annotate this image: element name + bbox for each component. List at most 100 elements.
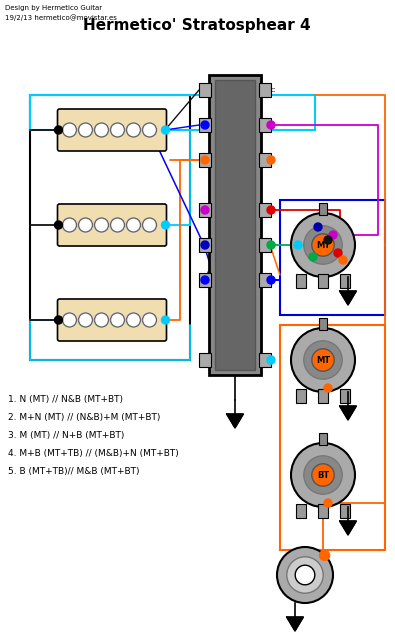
Circle shape: [304, 456, 342, 494]
Circle shape: [201, 156, 209, 164]
Circle shape: [111, 313, 124, 327]
Circle shape: [312, 464, 334, 486]
Polygon shape: [227, 414, 243, 428]
Text: 1: 1: [271, 278, 275, 282]
Bar: [319, 433, 327, 445]
Text: 3: 3: [271, 207, 275, 212]
Text: MT: MT: [316, 241, 330, 250]
Circle shape: [267, 156, 275, 164]
Bar: [259, 353, 271, 367]
Circle shape: [312, 234, 334, 256]
Text: 4. M+B (MT+TB) // (M&B)+N (MT+BT): 4. M+B (MT+TB) // (M&B)+N (MT+BT): [8, 449, 179, 458]
Text: 5: 5: [271, 122, 275, 127]
FancyBboxPatch shape: [58, 109, 167, 151]
Polygon shape: [340, 521, 356, 535]
Circle shape: [111, 123, 124, 137]
Bar: [295, 274, 306, 288]
Text: 2. M+N (MT) // (N&B)+M (MT+BT): 2. M+N (MT) // (N&B)+M (MT+BT): [8, 413, 160, 422]
Text: 19/2/13 hermetico@movistar.es: 19/2/13 hermetico@movistar.es: [5, 14, 117, 20]
Bar: [295, 389, 306, 403]
Circle shape: [201, 206, 209, 214]
Circle shape: [334, 249, 342, 257]
Bar: [259, 118, 271, 132]
Circle shape: [79, 123, 92, 137]
Bar: [319, 203, 327, 215]
Text: 2: 2: [271, 243, 275, 248]
Bar: [319, 318, 327, 330]
Text: C: C: [271, 358, 275, 362]
Circle shape: [304, 341, 342, 379]
Bar: [209, 75, 261, 375]
Circle shape: [324, 384, 332, 392]
Text: 4: 4: [271, 157, 275, 163]
Bar: [259, 238, 271, 252]
Circle shape: [62, 313, 77, 327]
Circle shape: [267, 121, 275, 129]
Circle shape: [267, 206, 275, 214]
Bar: [199, 273, 211, 287]
Text: Design by Hermetico Guitar: Design by Hermetico Guitar: [5, 5, 102, 11]
Bar: [340, 504, 350, 518]
Circle shape: [287, 557, 323, 593]
Circle shape: [94, 123, 109, 137]
Circle shape: [162, 316, 169, 324]
Bar: [259, 203, 271, 217]
Circle shape: [320, 550, 329, 561]
Bar: [259, 273, 271, 287]
Circle shape: [126, 123, 141, 137]
Circle shape: [143, 123, 156, 137]
Circle shape: [314, 223, 322, 231]
Circle shape: [267, 356, 275, 364]
Circle shape: [324, 236, 332, 244]
Bar: [340, 389, 350, 403]
Bar: [318, 274, 328, 288]
Text: 1. N (MT) // N&B (MT+BT): 1. N (MT) // N&B (MT+BT): [8, 395, 123, 404]
Bar: [215, 80, 255, 370]
Text: C: C: [271, 88, 275, 93]
Circle shape: [295, 565, 315, 585]
Bar: [199, 238, 211, 252]
Circle shape: [304, 226, 342, 264]
Bar: [199, 203, 211, 217]
Circle shape: [94, 313, 109, 327]
Bar: [280, 325, 385, 550]
Circle shape: [339, 256, 347, 264]
Bar: [340, 274, 350, 288]
Polygon shape: [287, 617, 303, 631]
Circle shape: [111, 218, 124, 232]
Circle shape: [79, 218, 92, 232]
Circle shape: [201, 241, 209, 249]
FancyBboxPatch shape: [58, 204, 167, 246]
Bar: [199, 353, 211, 367]
Circle shape: [329, 231, 337, 239]
Circle shape: [309, 253, 317, 261]
Circle shape: [312, 349, 334, 371]
Circle shape: [277, 547, 333, 603]
Bar: [318, 504, 328, 518]
Circle shape: [291, 443, 355, 507]
Text: MT: MT: [316, 355, 330, 365]
Circle shape: [143, 313, 156, 327]
Bar: [30, 95, 315, 130]
Bar: [199, 153, 211, 167]
Polygon shape: [340, 291, 356, 305]
Circle shape: [126, 218, 141, 232]
Bar: [280, 200, 385, 315]
Circle shape: [294, 241, 302, 249]
Bar: [259, 153, 271, 167]
Circle shape: [62, 123, 77, 137]
Bar: [199, 118, 211, 132]
Circle shape: [55, 221, 62, 229]
FancyBboxPatch shape: [58, 299, 167, 341]
Circle shape: [79, 313, 92, 327]
Bar: [295, 504, 306, 518]
Circle shape: [94, 218, 109, 232]
Circle shape: [291, 213, 355, 277]
Circle shape: [162, 126, 169, 134]
Circle shape: [55, 316, 62, 324]
Polygon shape: [340, 406, 356, 420]
Circle shape: [324, 499, 332, 507]
Circle shape: [55, 126, 62, 134]
Circle shape: [62, 218, 77, 232]
Text: 5. B (MT+TB)// M&B (MT+BT): 5. B (MT+TB)// M&B (MT+BT): [8, 467, 139, 476]
